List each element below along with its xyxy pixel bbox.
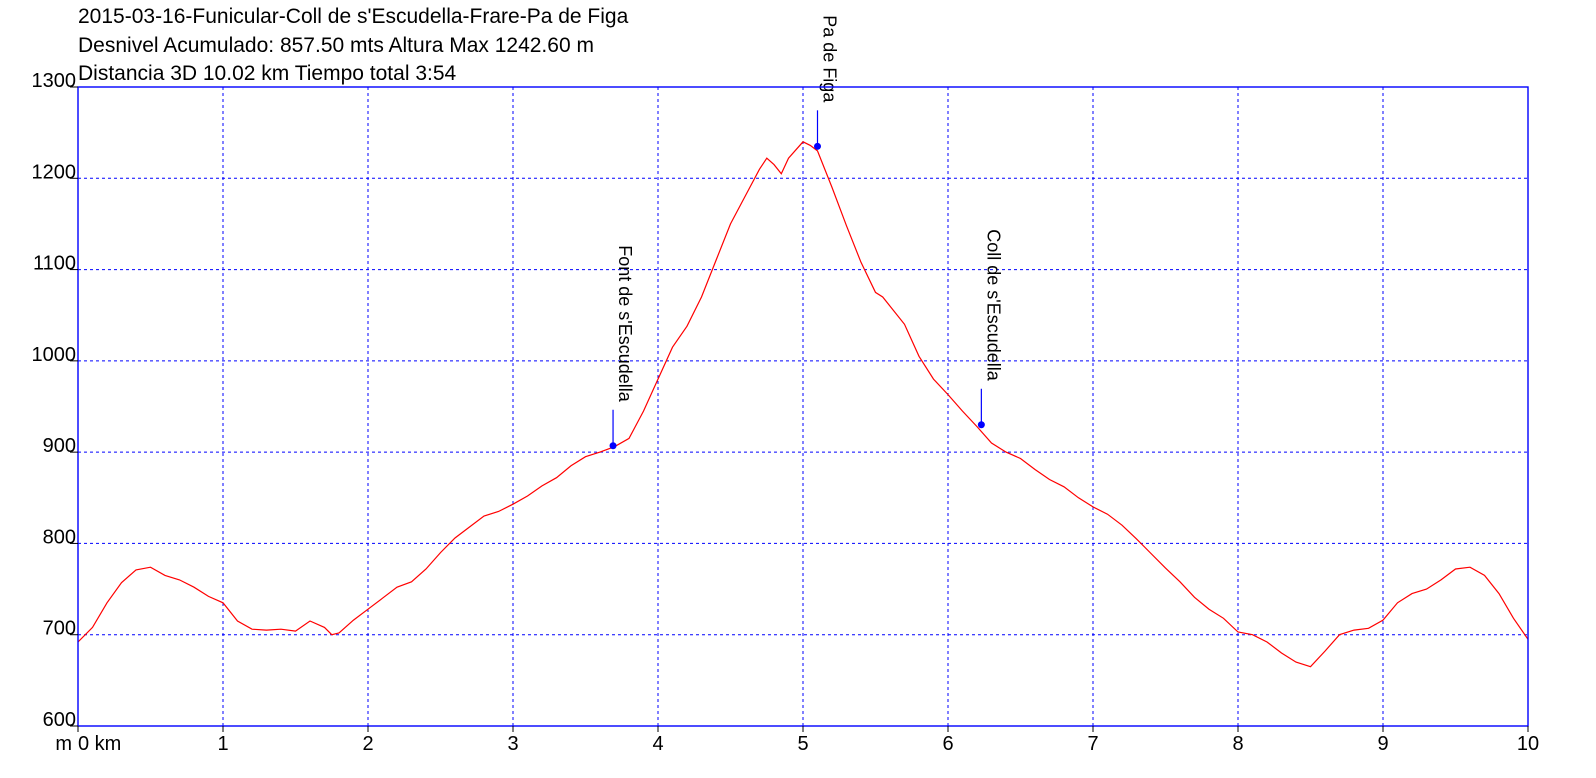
x-tick-label: 6 — [942, 733, 953, 755]
x-tick-label: 8 — [1232, 733, 1243, 755]
waypoint-marker — [814, 142, 821, 150]
y-axis-ticks: 600 700 800 900 1000 1100 1200 1300 — [32, 70, 78, 731]
title-line-2: Desnivel Acumulado: 857.50 mts Altura Ma… — [78, 34, 594, 57]
y-tick-label: 900 — [43, 435, 76, 457]
title-line-1: 2015-03-16-Funicular-Coll de s'Escudella… — [78, 5, 629, 28]
x-axis-ticks: 0 km 1 2 3 4 5 6 7 8 9 10 — [77, 726, 1539, 755]
elevation-line — [77, 141, 1529, 668]
y-tick-label: 1200 — [32, 161, 77, 183]
waypoints: Font de s'Escudella Pa de Figa Coll de s'E… — [609, 15, 1003, 450]
grid-lines — [78, 87, 1528, 726]
x-tick-label: 4 — [652, 733, 663, 755]
x-tick-label: 0 km — [78, 733, 121, 755]
y-tick-label: 1100 — [33, 253, 76, 275]
y-tick-label: 800 — [43, 526, 76, 548]
y-tick-label: 1300 — [32, 70, 77, 92]
x-tick-label: 5 — [797, 733, 808, 755]
x-tick-label: 9 — [1377, 733, 1388, 755]
x-tick-label: 3 — [507, 733, 518, 755]
waypoint-label: Font de s'Escudella — [615, 245, 635, 403]
waypoint-marker — [609, 442, 617, 450]
y-tick-label: 1000 — [32, 344, 77, 366]
waypoint-marker — [977, 421, 985, 429]
x-tick-label: 10 — [1517, 733, 1539, 755]
y-tick-label: 600 — [43, 709, 76, 731]
title-line-3: Distancia 3D 10.02 km Tiempo total 3:54 — [78, 62, 457, 85]
waypoint-label: Pa de Figa — [820, 15, 840, 103]
x-tick-label: 7 — [1087, 733, 1098, 755]
elevation-series — [77, 141, 1529, 668]
x-tick-label: 1 — [217, 733, 228, 755]
waypoint-label: Coll de s'Escudella — [983, 229, 1003, 382]
chart-title: 2015-03-16-Funicular-Coll de s'Escudella… — [78, 5, 629, 85]
y-unit-label: m — [55, 733, 72, 755]
y-tick-label: 700 — [43, 618, 76, 640]
x-tick-label: 2 — [362, 733, 373, 755]
